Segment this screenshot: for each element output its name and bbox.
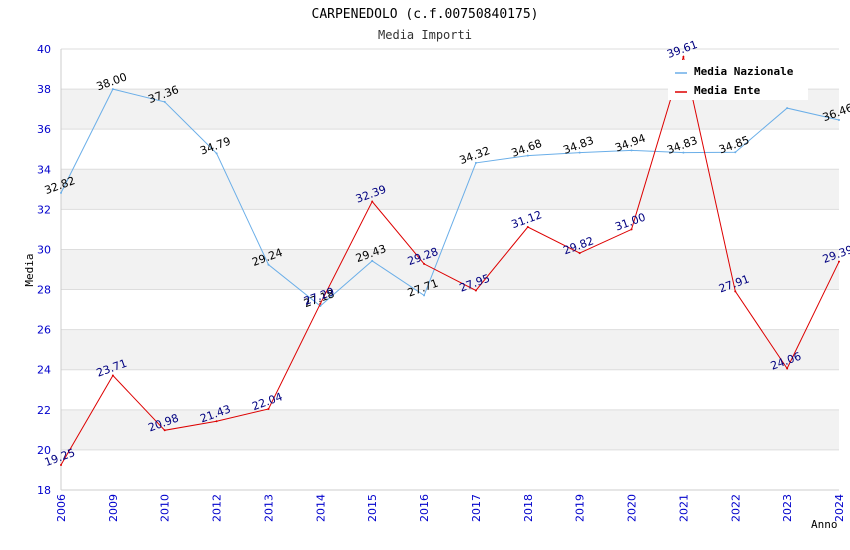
data-point xyxy=(682,151,685,154)
data-point xyxy=(838,260,840,263)
data-label: 34.79 xyxy=(198,135,232,158)
data-point xyxy=(630,228,633,231)
x-axis-ticks: 2006 2009 2010 2012 2013 2014 2015 2016 2017 2018… xyxy=(55,494,846,522)
y-tick-label: 26 xyxy=(37,324,51,337)
y-tick-label: 20 xyxy=(37,444,51,457)
chart-subtitle: Media Importi xyxy=(378,28,472,42)
legend-box xyxy=(668,60,808,100)
y-tick-label: 36 xyxy=(37,123,51,136)
data-point xyxy=(215,420,218,423)
x-tick-label: 2015 xyxy=(366,494,379,522)
x-tick-label: 2012 xyxy=(211,494,224,522)
y-tick-label: 18 xyxy=(37,484,51,497)
chart-title: CARPENEDOLO (c.f.00750840175) xyxy=(312,7,539,22)
data-point xyxy=(682,55,685,58)
y-tick-label: 32 xyxy=(37,203,51,216)
data-point xyxy=(786,107,789,110)
data-point xyxy=(734,290,737,293)
legend-label-nazionale: Media Nazionale xyxy=(694,65,794,78)
data-label: 39.61 xyxy=(665,38,699,61)
x-tick-label: 2019 xyxy=(574,494,587,522)
y-axis-label: Media xyxy=(23,253,36,286)
x-tick-label: 2009 xyxy=(107,494,120,522)
grid-band xyxy=(61,329,839,370)
y-tick-label: 28 xyxy=(37,284,51,297)
data-point xyxy=(163,429,166,432)
y-tick-label: 30 xyxy=(37,243,51,256)
data-point xyxy=(111,374,114,377)
y-tick-label: 40 xyxy=(37,43,51,56)
data-point xyxy=(630,149,633,152)
grid-band xyxy=(61,169,839,210)
data-point xyxy=(423,262,426,265)
legend-label-ente: Media Ente xyxy=(694,84,761,97)
x-tick-label: 2021 xyxy=(677,494,690,522)
x-tick-label: 2018 xyxy=(522,494,535,522)
data-point xyxy=(111,88,114,91)
x-tick-label: 2017 xyxy=(470,494,483,522)
series-line xyxy=(60,54,840,466)
y-tick-label: 24 xyxy=(37,364,51,377)
x-tick-label: 2016 xyxy=(418,494,431,522)
x-tick-label: 2020 xyxy=(626,494,639,522)
data-point xyxy=(474,289,477,292)
data-point xyxy=(371,200,374,203)
data-point xyxy=(267,408,270,411)
data-point xyxy=(786,367,789,370)
data-point xyxy=(734,151,737,154)
x-tick-label: 2013 xyxy=(262,494,275,522)
x-axis-label: Anno xyxy=(811,518,838,531)
series-line xyxy=(60,88,840,307)
data-point xyxy=(267,263,270,266)
x-tick-label: 2023 xyxy=(781,494,794,522)
y-tick-label: 22 xyxy=(37,404,51,417)
data-point xyxy=(60,191,62,194)
data-point xyxy=(319,302,322,305)
x-tick-label: 2024 xyxy=(833,494,846,522)
data-point xyxy=(578,151,581,154)
x-tick-label: 2014 xyxy=(314,494,327,522)
data-point xyxy=(163,100,166,103)
data-point xyxy=(60,463,62,466)
x-tick-label: 2022 xyxy=(729,494,742,522)
data-label: 34.32 xyxy=(458,144,492,167)
data-point xyxy=(838,118,840,121)
x-tick-label: 2010 xyxy=(159,494,172,522)
grid-band xyxy=(61,409,839,450)
data-label: 34.68 xyxy=(510,137,544,160)
legend: Media Nazionale Media Ente xyxy=(668,60,808,100)
grid-band xyxy=(61,249,839,290)
data-point xyxy=(423,294,426,297)
y-axis-ticks: 18 20 22 24 26 28 30 32 34 36 38 40 xyxy=(37,43,51,497)
data-point xyxy=(371,259,374,262)
data-point xyxy=(526,154,529,157)
data-point xyxy=(474,161,477,164)
data-label: 34.83 xyxy=(561,134,595,157)
x-tick-label: 2006 xyxy=(55,494,68,522)
data-point xyxy=(526,226,529,229)
data-point xyxy=(578,252,581,255)
data-label: 34.85 xyxy=(717,133,751,156)
data-label: 34.83 xyxy=(665,134,699,157)
data-point xyxy=(215,152,218,155)
y-tick-label: 38 xyxy=(37,83,51,96)
y-tick-label: 34 xyxy=(37,163,51,176)
